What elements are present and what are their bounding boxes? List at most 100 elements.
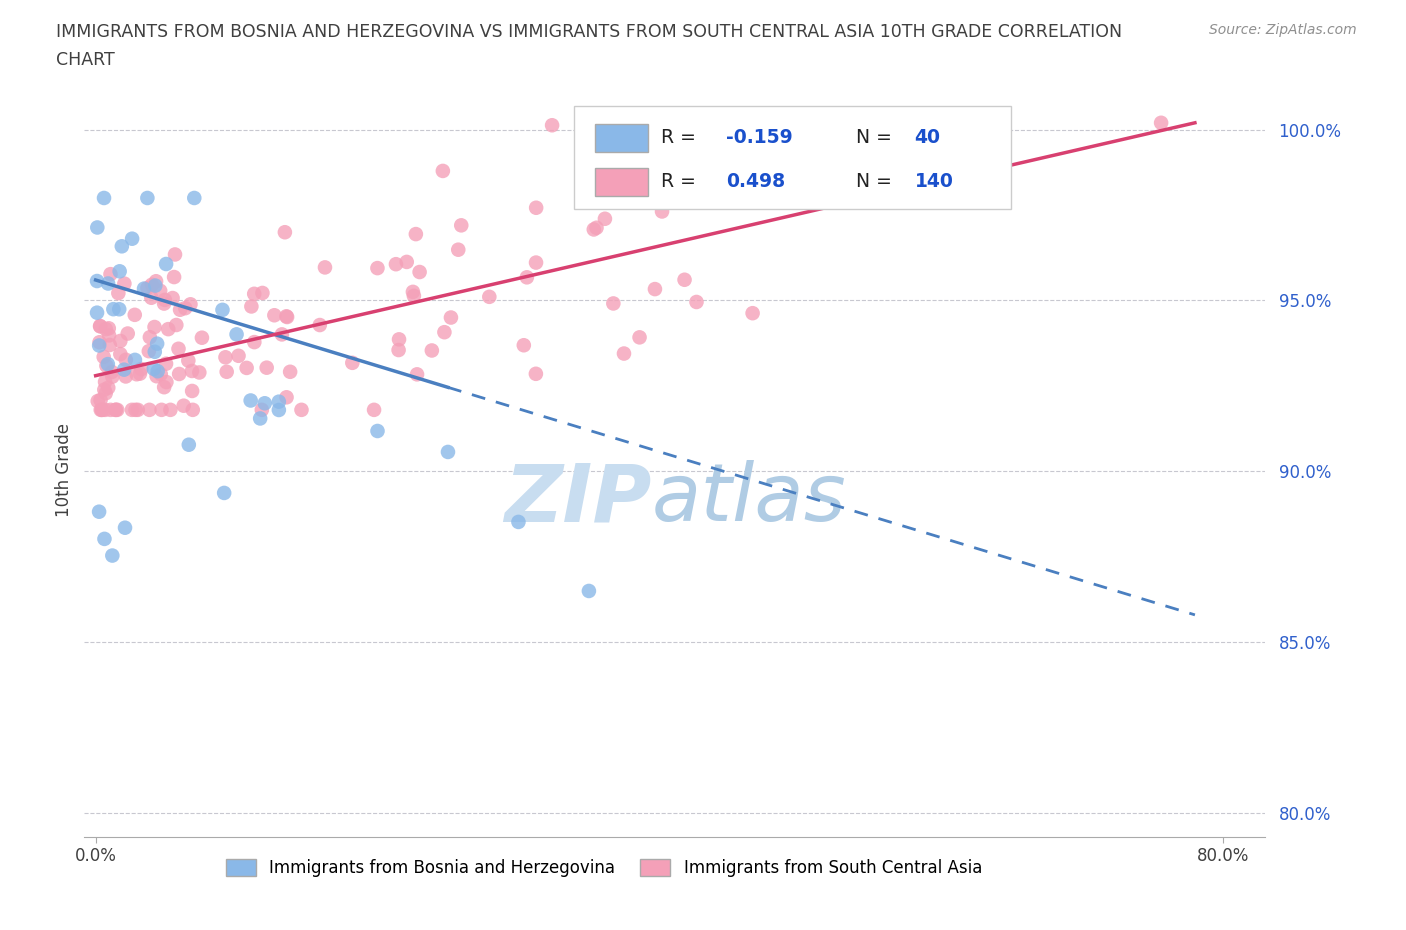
Text: 40: 40: [915, 128, 941, 147]
Point: [90, 403, 112, 418]
Point: [103, 301, 125, 316]
Point: [395, 255, 418, 270]
Point: [89, 319, 111, 334]
Point: [613, 346, 636, 361]
Point: [165, 317, 187, 332]
Point: [121, 232, 143, 246]
Point: [98, 328, 121, 343]
Point: [149, 366, 172, 381]
Point: [738, 120, 761, 135]
Point: [100, 403, 122, 418]
Point: [447, 243, 470, 258]
Point: [110, 347, 132, 362]
Point: [108, 302, 131, 317]
Point: [181, 383, 204, 398]
Point: [125, 366, 148, 381]
Point: [432, 164, 454, 179]
Text: R =: R =: [661, 128, 702, 147]
Text: N =: N =: [856, 172, 897, 192]
Text: Source: ZipAtlas.com: Source: ZipAtlas.com: [1209, 23, 1357, 37]
Point: [153, 296, 176, 311]
Point: [155, 375, 177, 390]
Point: [215, 365, 238, 379]
Legend: Immigrants from Bosnia and Herzegovina, Immigrants from South Central Asia: Immigrants from Bosnia and Herzegovina, …: [219, 852, 988, 883]
Text: atlas: atlas: [651, 460, 846, 538]
Point: [114, 520, 136, 535]
Point: [150, 403, 173, 418]
Point: [508, 514, 530, 529]
Point: [94, 403, 117, 418]
Point: [179, 297, 201, 312]
Point: [585, 220, 607, 235]
Point: [420, 343, 443, 358]
Point: [541, 118, 564, 133]
Point: [628, 330, 651, 345]
Point: [513, 338, 536, 352]
Point: [138, 344, 160, 359]
Point: [124, 403, 146, 418]
Point: [163, 247, 186, 262]
Point: [450, 218, 472, 232]
Point: [228, 349, 250, 364]
Point: [524, 200, 547, 215]
Point: [177, 353, 200, 368]
Point: [673, 272, 696, 287]
Point: [602, 296, 624, 311]
Point: [93, 191, 115, 206]
Point: [101, 548, 124, 563]
Text: R =: R =: [661, 172, 702, 192]
Point: [153, 292, 176, 307]
Point: [100, 267, 122, 282]
Point: [225, 327, 247, 342]
Point: [363, 403, 385, 418]
Point: [115, 352, 138, 367]
Point: [167, 341, 190, 356]
Text: 140: 140: [915, 172, 953, 192]
Point: [136, 281, 159, 296]
Point: [253, 396, 276, 411]
FancyBboxPatch shape: [595, 168, 648, 196]
Point: [644, 282, 666, 297]
Point: [124, 352, 146, 367]
Text: -0.159: -0.159: [725, 128, 793, 147]
Point: [97, 357, 120, 372]
Point: [243, 286, 266, 301]
Point: [524, 255, 547, 270]
Point: [685, 295, 707, 310]
Point: [97, 276, 120, 291]
Point: [290, 403, 312, 418]
Point: [598, 182, 620, 197]
Point: [173, 398, 195, 413]
Point: [388, 332, 411, 347]
Point: [94, 375, 117, 390]
Point: [212, 485, 235, 500]
Point: [188, 365, 211, 380]
Point: [117, 326, 139, 341]
Point: [87, 393, 110, 408]
Text: CHART: CHART: [56, 51, 115, 69]
Point: [183, 191, 205, 206]
Point: [86, 305, 108, 320]
Point: [405, 227, 427, 242]
Point: [593, 211, 616, 226]
Point: [93, 531, 115, 546]
Point: [167, 366, 190, 381]
Point: [107, 286, 129, 300]
Point: [159, 403, 181, 418]
Point: [704, 173, 727, 188]
Point: [308, 318, 330, 333]
Point: [97, 321, 120, 336]
Point: [143, 320, 166, 335]
FancyBboxPatch shape: [595, 125, 648, 153]
Point: [408, 264, 430, 279]
Point: [143, 278, 166, 293]
Point: [433, 325, 456, 339]
Point: [145, 273, 167, 288]
Point: [276, 310, 298, 325]
Point: [89, 339, 111, 353]
Point: [143, 344, 166, 359]
Point: [524, 366, 547, 381]
Point: [86, 273, 108, 288]
Point: [278, 365, 301, 379]
Point: [146, 364, 169, 379]
